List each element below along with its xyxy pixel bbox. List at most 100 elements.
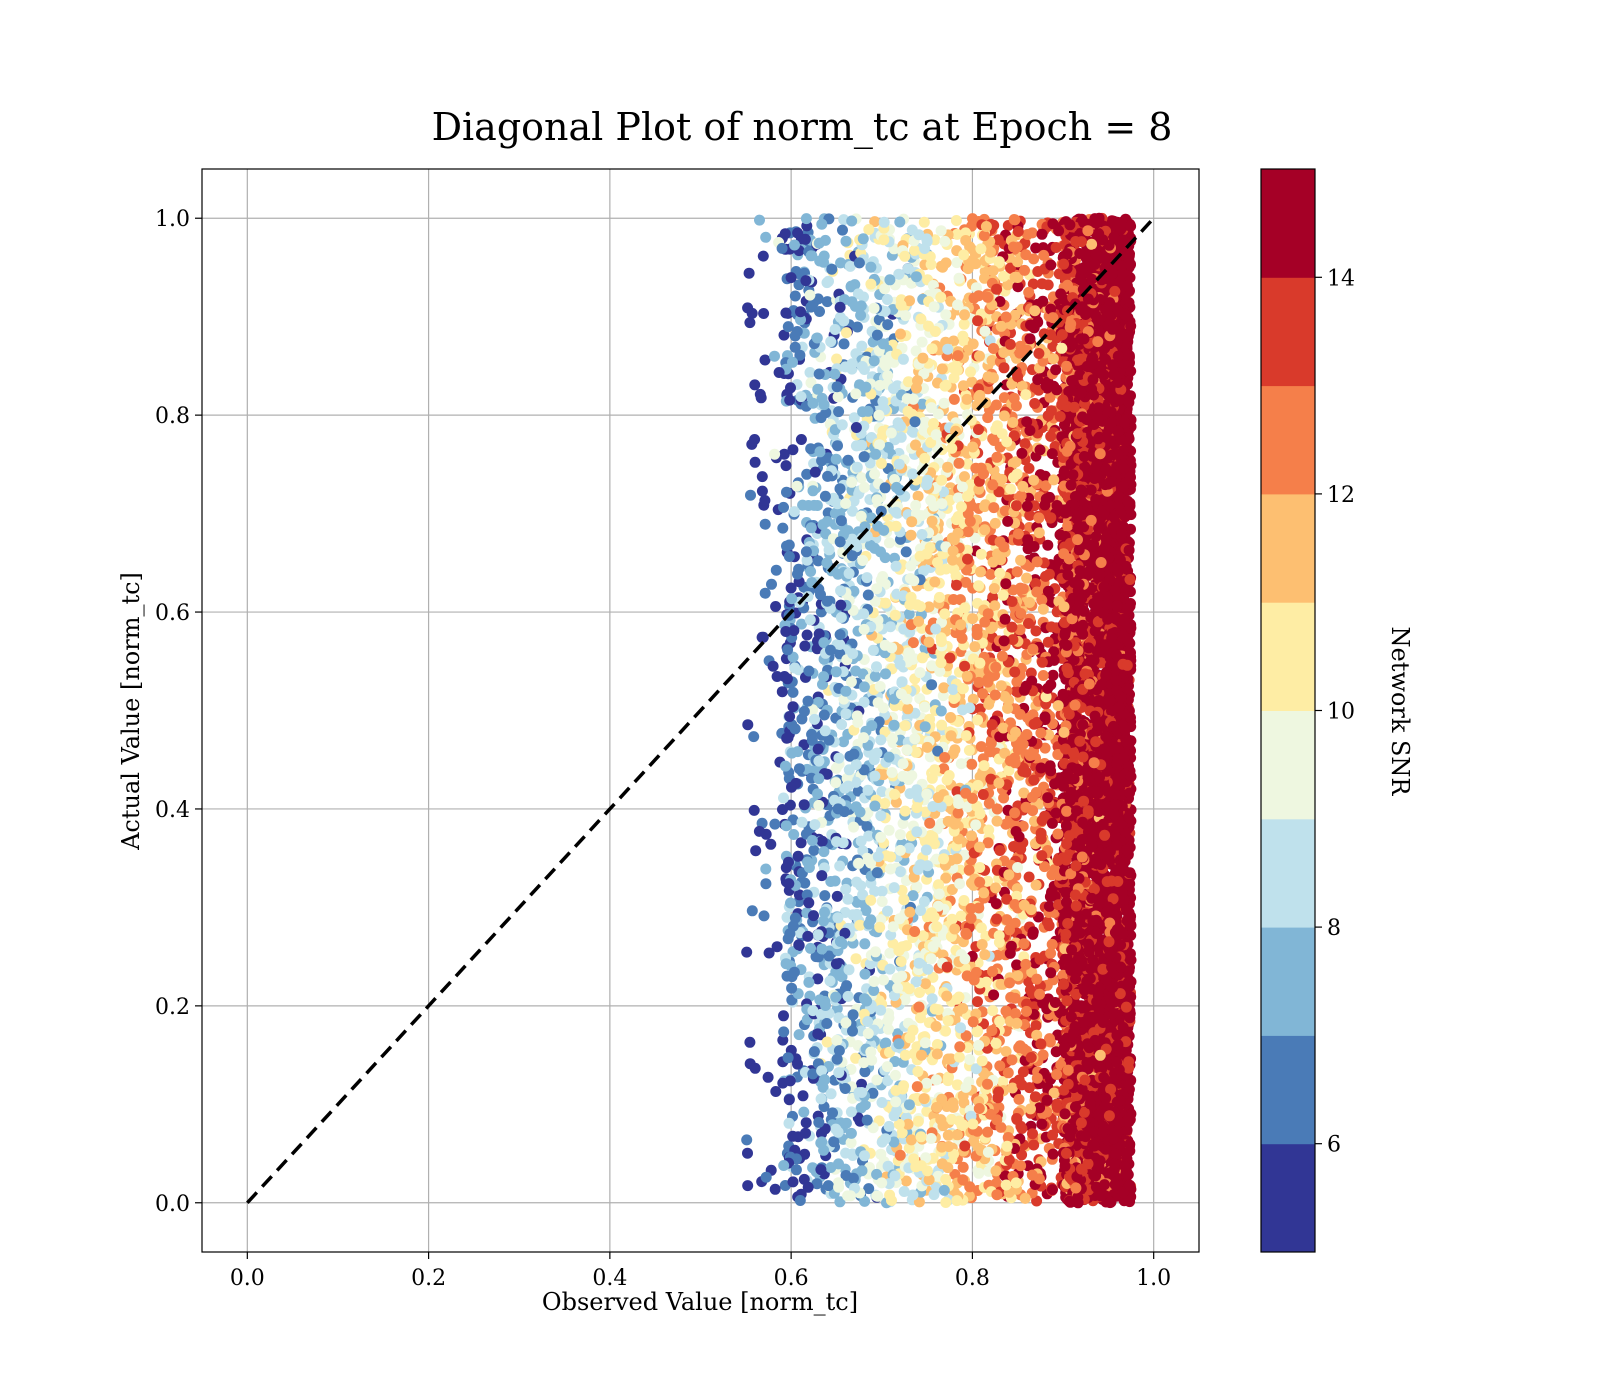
scatter-point xyxy=(875,810,887,822)
scatter-point xyxy=(813,799,825,811)
scatter-point xyxy=(988,989,1000,1001)
scatter-point xyxy=(1043,920,1055,932)
scatter-point xyxy=(973,1167,985,1179)
scatter-point xyxy=(1007,584,1019,596)
scatter-point xyxy=(882,905,893,917)
scatter-point xyxy=(742,302,754,314)
scatter-point xyxy=(800,1127,811,1139)
scatter-point xyxy=(759,354,771,366)
scatter-point xyxy=(940,872,952,884)
scatter-point xyxy=(1047,669,1059,681)
scatter-point xyxy=(785,382,796,394)
scatter-point xyxy=(756,471,768,483)
scatter-point xyxy=(856,472,868,484)
scatter-point xyxy=(966,758,978,770)
scatter-point xyxy=(808,910,819,922)
scatter-point xyxy=(778,501,789,513)
scatter-point xyxy=(815,1137,827,1149)
scatter-point xyxy=(928,1189,940,1201)
scatter-point xyxy=(859,968,871,980)
scatter-point xyxy=(1001,914,1013,926)
scatter-point xyxy=(874,681,886,692)
scatter-point xyxy=(757,631,769,643)
scatter-point xyxy=(959,471,970,483)
scatter-point xyxy=(894,829,906,841)
scatter-point xyxy=(773,367,785,378)
scatter-point xyxy=(777,1034,789,1046)
scatter-point xyxy=(909,245,920,256)
scatter-point xyxy=(837,224,848,236)
scatter-point xyxy=(754,214,765,226)
scatter-point xyxy=(1004,924,1015,936)
scatter-point xyxy=(979,272,990,284)
scatter-point xyxy=(1031,1195,1043,1207)
scatter-point xyxy=(765,838,777,850)
scatter-point xyxy=(902,263,914,275)
scatter-point xyxy=(888,882,900,894)
scatter-point xyxy=(907,1189,919,1201)
scatter-point xyxy=(1016,1149,1028,1161)
scatter-point xyxy=(816,218,828,230)
scatter-point xyxy=(824,975,836,987)
scatter-point xyxy=(880,668,891,680)
scatter-point xyxy=(1017,1066,1029,1078)
scatter-point xyxy=(898,1186,910,1197)
scatter-point xyxy=(760,231,772,243)
scatter-point xyxy=(1000,1046,1012,1057)
scatter-point xyxy=(876,1097,888,1108)
scatter-point xyxy=(788,829,800,840)
scatter-point xyxy=(741,946,753,958)
scatter-point xyxy=(785,582,797,594)
scatter-point xyxy=(966,830,977,842)
scatter-point xyxy=(744,317,756,329)
scatter-point xyxy=(897,818,909,829)
scatter-point xyxy=(949,744,961,756)
chart-title: Diagonal Plot of norm_tc at Epoch = 8 xyxy=(432,105,1173,150)
scatter-point xyxy=(974,703,986,715)
grid-lines xyxy=(202,169,1199,1252)
scatter-point xyxy=(913,1001,925,1013)
scatter-point xyxy=(771,941,783,953)
scatter-point xyxy=(838,338,850,350)
scatter-point xyxy=(825,336,837,348)
scatter-point xyxy=(972,996,983,1008)
scatter-point xyxy=(883,537,895,549)
scatter-point xyxy=(789,290,801,302)
scatter-point xyxy=(783,1094,795,1106)
scatter-point xyxy=(894,866,906,878)
scatter-point xyxy=(958,1097,970,1109)
scatter-point xyxy=(742,719,754,731)
scatter-point xyxy=(998,410,1010,422)
scatter-point xyxy=(998,392,1010,404)
scatter-point xyxy=(1030,625,1042,637)
scatter-point xyxy=(1016,1123,1028,1134)
scatter-point xyxy=(963,864,975,876)
scatter-point xyxy=(845,281,857,293)
scatter-point xyxy=(948,393,960,405)
scatter-point xyxy=(749,1062,761,1074)
scatter-point xyxy=(965,242,977,254)
scatter-point xyxy=(808,1046,820,1058)
scatter-point xyxy=(962,458,973,470)
scatter-point xyxy=(791,480,803,492)
scatter-point xyxy=(940,257,952,269)
scatter-point xyxy=(912,490,924,502)
scatter-point xyxy=(801,629,813,641)
scatter-point xyxy=(882,1075,894,1087)
scatter-point xyxy=(746,438,758,450)
scatter-point xyxy=(777,522,789,534)
scatter-point xyxy=(987,591,999,603)
scatter-point xyxy=(783,1117,795,1129)
scatter-point xyxy=(1013,1093,1025,1105)
scatter-point xyxy=(936,719,948,731)
scatter-point xyxy=(949,1169,961,1180)
scatter-point xyxy=(900,1175,912,1187)
scatter-point xyxy=(799,877,811,889)
scatter-point xyxy=(840,883,852,895)
scatter-point xyxy=(797,1090,809,1102)
scatter-point xyxy=(988,583,1000,594)
scatter-point xyxy=(840,1117,852,1129)
scatter-point xyxy=(951,228,963,240)
scatter-point xyxy=(913,1196,925,1208)
